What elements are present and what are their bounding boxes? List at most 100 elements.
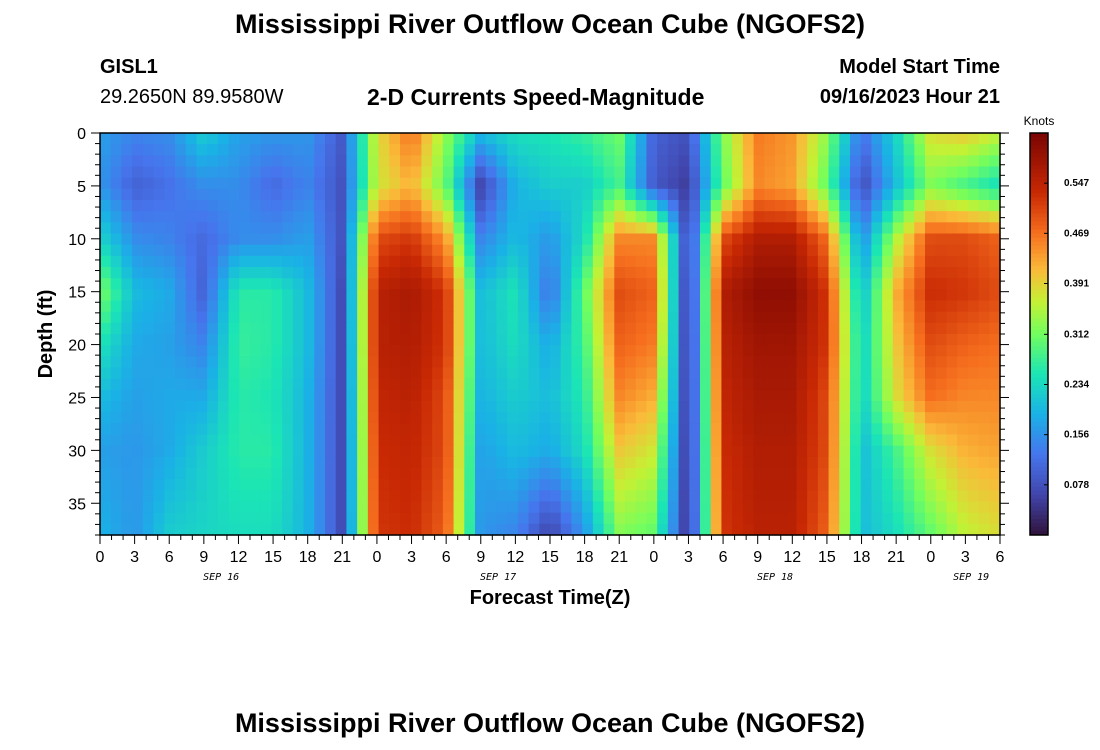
heatmap-cell <box>410 389 423 402</box>
heatmap-cell <box>925 468 937 480</box>
heatmap-cell <box>903 222 915 235</box>
heatmap-cell <box>442 289 455 302</box>
heatmap-cell <box>807 255 819 268</box>
heatmap-cell <box>700 255 712 268</box>
heatmap-cell <box>989 155 1001 168</box>
heatmap-cell <box>882 222 894 235</box>
heatmap-cell <box>957 334 969 346</box>
heatmap-cell <box>282 200 294 212</box>
heatmap-cell <box>421 468 433 480</box>
heatmap-cell <box>678 278 690 290</box>
heatmap-cell <box>785 322 798 335</box>
heatmap-cell <box>550 222 562 235</box>
heatmap-cell <box>250 144 262 156</box>
heatmap-cell <box>753 300 765 313</box>
heatmap-cell <box>100 345 112 357</box>
heatmap-cell <box>153 255 165 268</box>
heatmap-cell <box>121 300 133 313</box>
heatmap-cell <box>142 345 155 357</box>
heatmap-cell <box>260 244 273 257</box>
heatmap-cell <box>400 255 412 268</box>
heatmap-cell <box>764 222 776 235</box>
heatmap-cell <box>667 367 680 380</box>
heatmap-cell <box>957 244 969 257</box>
heatmap-cell <box>667 345 680 357</box>
heatmap-cell <box>732 468 744 480</box>
heatmap-cell <box>410 133 423 145</box>
heatmap-cell <box>314 267 326 279</box>
heatmap-cell <box>764 133 776 145</box>
heatmap-cell <box>464 200 476 212</box>
heatmap-cell <box>475 300 487 313</box>
heatmap-cell <box>710 322 723 335</box>
heatmap-cell <box>967 401 980 413</box>
heatmap-cell <box>807 267 819 279</box>
heatmap-cell <box>110 345 123 357</box>
heatmap-cell <box>925 144 937 156</box>
heatmap-cell <box>967 345 980 357</box>
heatmap-cell <box>914 434 926 447</box>
heatmap-cell <box>935 501 948 514</box>
heatmap-cell <box>657 188 669 201</box>
heatmap-cell <box>207 367 219 380</box>
heatmap-cell <box>442 244 455 257</box>
heatmap-cell <box>432 423 444 436</box>
heatmap-cell <box>271 356 283 369</box>
heatmap-cell <box>785 133 798 145</box>
heatmap-cell <box>378 468 390 480</box>
heatmap-cell <box>560 501 573 514</box>
heatmap-cell <box>507 401 519 413</box>
colorbar-segment <box>1030 434 1048 440</box>
heatmap-cell <box>978 434 990 447</box>
heatmap-cell <box>817 456 830 469</box>
heatmap-cell <box>550 300 562 313</box>
heatmap-cell <box>850 412 862 424</box>
heatmap-cell <box>367 188 380 201</box>
heatmap-cell <box>957 233 969 246</box>
heatmap-cell <box>785 378 798 391</box>
heatmap-cell <box>421 133 433 145</box>
heatmap-cell <box>753 412 765 424</box>
heatmap-cell <box>550 501 562 514</box>
heatmap-cell <box>389 423 401 436</box>
heatmap-cell <box>432 289 444 302</box>
colorbar-segment <box>1030 410 1048 415</box>
heatmap-cell <box>196 490 208 503</box>
heatmap-cell <box>271 255 283 268</box>
heatmap-cell <box>700 133 712 145</box>
heatmap-cell <box>560 345 573 357</box>
heatmap-cell <box>828 278 840 290</box>
heatmap-cell <box>689 244 701 257</box>
heatmap-cell <box>603 490 615 503</box>
heatmap-cell <box>175 155 187 168</box>
heatmap-cell <box>228 289 240 302</box>
heatmap-cell <box>400 412 412 424</box>
heatmap-cell <box>635 378 648 391</box>
heatmap-cell <box>667 389 680 402</box>
heatmap-cell <box>335 523 348 536</box>
heatmap-cell <box>817 155 830 168</box>
heatmap-cell <box>357 434 369 447</box>
heatmap-cell <box>175 244 187 257</box>
heatmap-cell <box>389 155 401 168</box>
x-tick-label: 3 <box>961 549 970 566</box>
heatmap-cell <box>271 468 283 480</box>
y-tick-label: 30 <box>68 443 86 460</box>
heatmap-cell <box>732 345 744 357</box>
heatmap-cell <box>164 300 176 313</box>
heatmap-cell <box>292 401 305 413</box>
heatmap-cell <box>828 233 840 246</box>
heatmap-cell <box>817 434 830 447</box>
heatmap-cell <box>764 144 776 156</box>
heatmap-cell <box>346 289 358 302</box>
model-start-label: Model Start Time <box>839 56 1000 78</box>
heatmap-cell <box>828 222 840 235</box>
heatmap-cell <box>775 412 787 424</box>
heatmap-cell <box>625 267 637 279</box>
heatmap-cell <box>828 401 840 413</box>
heatmap-cell <box>892 255 905 268</box>
heatmap-cell <box>978 244 990 257</box>
heatmap-cell <box>325 311 337 324</box>
heatmap-cell <box>357 133 369 145</box>
heatmap-cell <box>710 188 723 201</box>
